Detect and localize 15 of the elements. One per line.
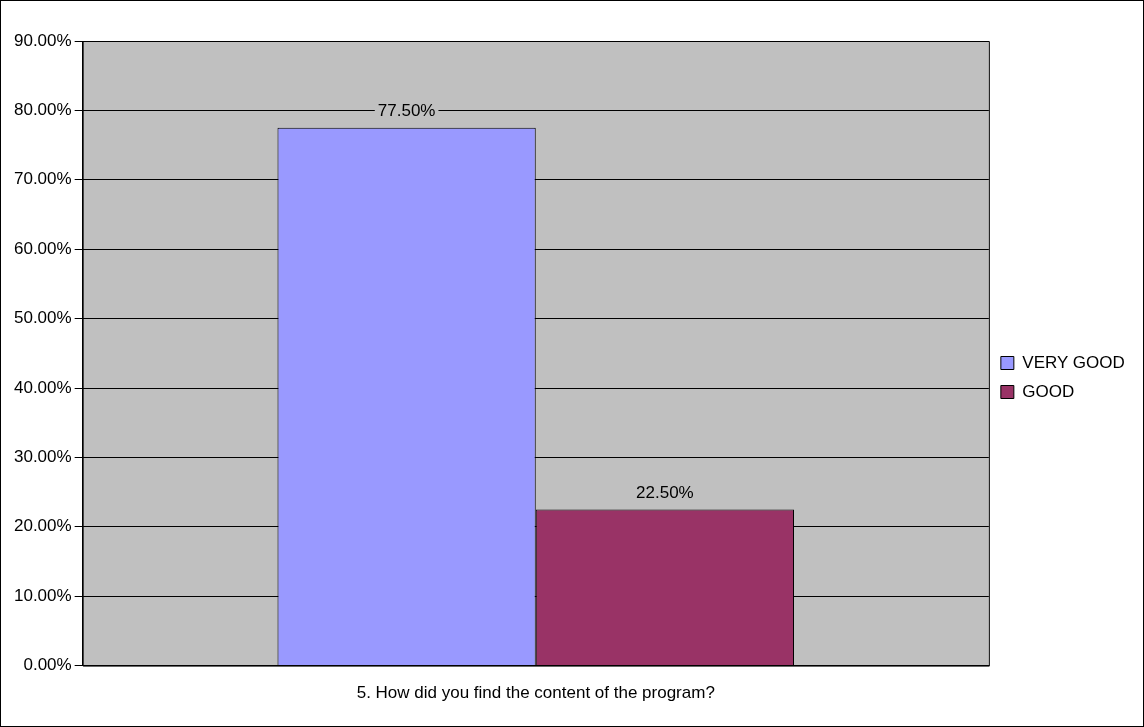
y-tick-label: 20.00% xyxy=(13,516,72,536)
y-tick-label: 90.00% xyxy=(13,30,72,50)
x-tick-label: 5. How did you find the content of the program? xyxy=(356,683,715,703)
y-tick-label: 10.00% xyxy=(13,585,72,605)
y-tick-label: 50.00% xyxy=(13,308,72,328)
data-label: 77.50% xyxy=(377,100,436,120)
y-tick-label: 0.00% xyxy=(23,655,72,675)
y-tick-label: 60.00% xyxy=(13,238,72,258)
y-tick-label: 30.00% xyxy=(13,447,72,467)
y-tick-label: 80.00% xyxy=(13,100,72,120)
y-tick-label: 40.00% xyxy=(13,377,72,397)
legend-label: GOOD xyxy=(1022,381,1075,401)
y-tick-label: 70.00% xyxy=(13,169,72,189)
legend-label: VERY GOOD xyxy=(1022,352,1125,372)
data-label: 22.50% xyxy=(636,482,694,502)
